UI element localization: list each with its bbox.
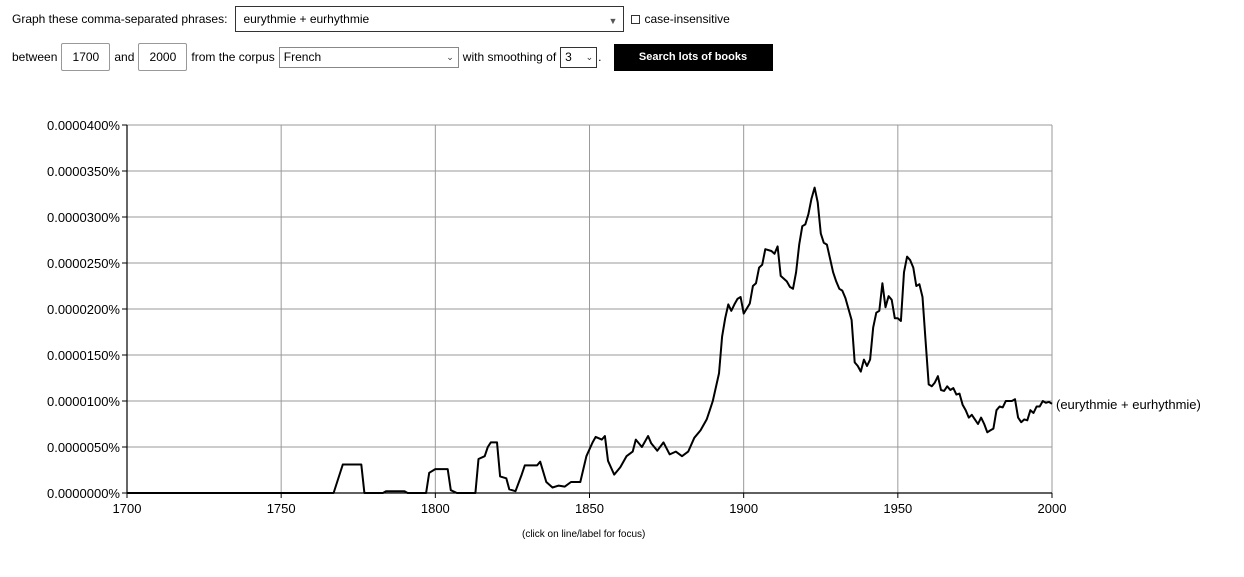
x-tick-label: 1900 [729, 501, 758, 516]
options-row: between 1700 and 2000 from the corpus Fr… [12, 43, 773, 71]
x-tick-label: 1850 [575, 501, 604, 516]
smoothing-label: with smoothing of [462, 50, 557, 64]
smoothing-value: 3 [565, 50, 572, 64]
and-label: and [114, 50, 135, 64]
search-button[interactable]: Search lots of books [613, 43, 773, 71]
chevron-down-icon: ⌄ [446, 51, 454, 62]
phrases-input[interactable]: eurythmie + eurhythmie ▼ [235, 6, 625, 32]
x-tick-label: 1800 [421, 501, 450, 516]
end-year-input[interactable]: 2000 [138, 43, 188, 71]
y-tick-label: 0.0000000% [47, 486, 120, 501]
between-label: between [12, 50, 58, 64]
x-tick-label: 1950 [883, 501, 912, 516]
y-tick-label: 0.0000250% [47, 256, 120, 271]
phrases-value: eurythmie + eurhythmie [243, 12, 370, 26]
start-year-input[interactable]: 1700 [61, 43, 111, 71]
case-insensitive-label: case-insensitive [644, 12, 730, 26]
corpus-value: French [283, 50, 322, 64]
x-tick-label: 1750 [267, 501, 296, 516]
y-tick-label: 0.0000350% [47, 164, 120, 179]
focus-hint: (click on line/label for focus) [522, 529, 646, 540]
y-tick-label: 0.0000150% [47, 348, 120, 363]
y-tick-label: 0.0000300% [47, 210, 120, 225]
series-layer[interactable]: (eurythmie + eurhythmie) [127, 186, 1201, 494]
case-insensitive-checkbox[interactable] [631, 14, 641, 24]
y-tick-label: 0.0000100% [47, 394, 120, 409]
corpus-label: from the corpus [191, 50, 275, 64]
smoothing-select[interactable]: 3 ⌄ [560, 46, 598, 68]
x-tick-label: 2000 [1038, 501, 1067, 516]
period: . [598, 50, 602, 64]
dropdown-arrow-icon[interactable]: ▼ [608, 15, 618, 26]
phrase-row: Graph these comma-separated phrases: eur… [12, 5, 730, 33]
y-tick-label: 0.0000200% [47, 302, 120, 317]
axes: 0.0000000% 0.0000050% 0.0000100% 0.0000150%… [47, 118, 1066, 516]
series-line[interactable] [127, 186, 1053, 494]
phrases-label: Graph these comma-separated phrases: [12, 12, 228, 26]
x-tick-label: 1700 [113, 501, 142, 516]
y-tick-label: 0.0000400% [47, 118, 120, 133]
series-label[interactable]: (eurythmie + eurhythmie) [1056, 397, 1201, 412]
chevron-down-icon: ⌄ [585, 51, 594, 62]
y-tick-label: 0.0000050% [47, 440, 120, 455]
grid [127, 124, 1053, 493]
corpus-select[interactable]: French ⌄ [278, 46, 459, 68]
